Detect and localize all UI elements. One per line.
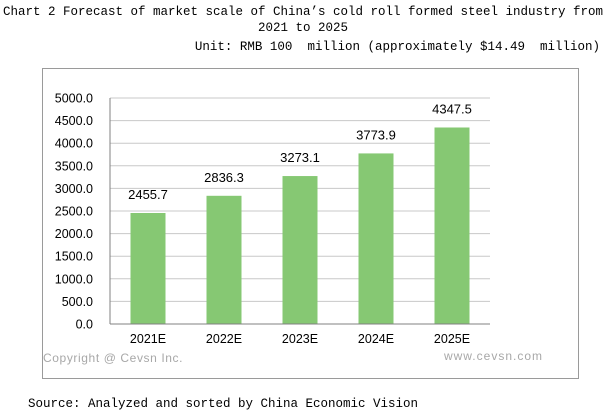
y-tick-label: 5000.0 [55, 92, 93, 106]
y-tick-label: 0.0 [76, 318, 93, 332]
y-tick-label: 2500.0 [55, 205, 93, 219]
unit-label: Unit: RMB 100 million (approximately $14… [194, 40, 600, 54]
data-label: 2455.7 [128, 187, 168, 202]
y-tick-label: 2000.0 [55, 227, 93, 241]
data-labels: 2455.7 2836.3 3273.1 3773.9 4347.5 [128, 101, 472, 202]
copyright-watermark: Copyright @ Cevsn Inc. [43, 351, 183, 365]
bars [130, 127, 470, 324]
data-label: 4347.5 [432, 101, 472, 116]
y-tick-label: 3500.0 [55, 159, 93, 173]
bar [282, 176, 318, 324]
y-tick-label: 1000.0 [55, 272, 93, 286]
y-tick-label: 500.0 [62, 295, 93, 309]
x-tick-label: 2023E [282, 332, 318, 346]
source-note: Source: Analyzed and sorted by China Eco… [28, 397, 419, 411]
x-tick-label: 2022E [206, 332, 242, 346]
bar [434, 127, 470, 324]
y-tick-label: 3000.0 [55, 182, 93, 196]
data-label: 3773.9 [356, 127, 396, 142]
url-watermark: www.cevsn.com [443, 349, 543, 363]
x-tick-label: 2025E [434, 332, 470, 346]
bar [358, 153, 394, 324]
x-tick-label: 2024E [358, 332, 394, 346]
chart-title: Chart 2 Forecast of market scale of Chin… [2, 5, 604, 35]
bar [206, 195, 242, 324]
bar [130, 213, 166, 324]
x-tick-label: 2021E [130, 332, 166, 346]
data-label: 2836.3 [204, 170, 244, 185]
y-tick-label: 4000.0 [55, 137, 93, 151]
y-tick-label: 1500.0 [55, 250, 93, 264]
data-label: 3273.1 [280, 150, 320, 165]
axes: 0.0 500.0 1000.0 1500.0 2000.0 2500.0 3000.0 35… [55, 92, 490, 346]
y-tick-label: 4500.0 [55, 114, 93, 128]
